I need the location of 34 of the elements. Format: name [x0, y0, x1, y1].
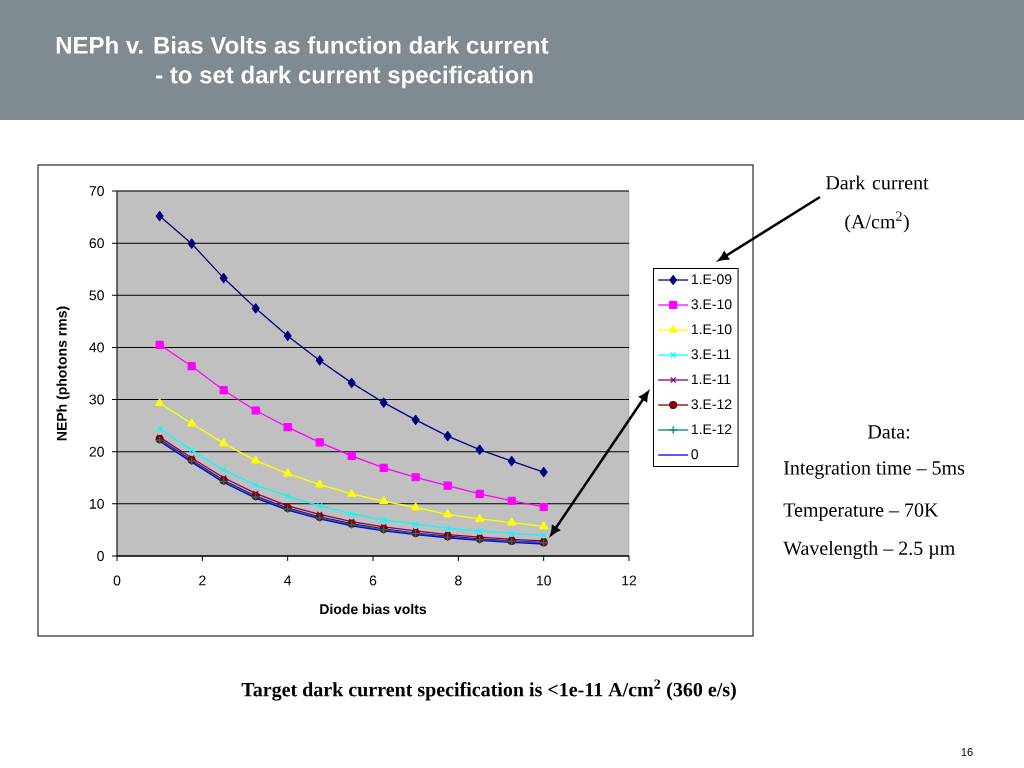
x-tick-label: 8 [455, 575, 462, 586]
legend-label: 1.E-10 [691, 324, 732, 335]
legend-label: 1.E-11 [691, 374, 731, 385]
x-tick-label: 10 [536, 575, 551, 586]
x-tick-label: 2 [199, 575, 206, 586]
legend-label: 3.E-12 [691, 399, 732, 410]
text: 16 [961, 748, 973, 756]
y-tick-label: 0 [97, 551, 104, 561]
x-tick-label: 6 [369, 575, 377, 586]
text: Target dark current specification is <1e-11 A/cm$^{2}$ (360 e/s) [241, 679, 736, 701]
chart-title: NEPh v. Bias Volts as function dark current [56, 36, 549, 54]
y-tick-label: 60 [89, 238, 104, 249]
x-tick-label: 12 [622, 575, 637, 586]
text: Temperature – 70K [783, 503, 939, 521]
y-tick-label: 10 [89, 498, 104, 509]
x-axis-title: Diode bias volts [320, 603, 427, 615]
legend-label: 3.E-11 [691, 349, 731, 360]
y-tick-label: 40 [89, 342, 104, 353]
x-tick-label: 4 [284, 575, 292, 586]
text: Data: [867, 425, 910, 439]
legend-label: 3.E-10 [691, 299, 732, 310]
text: Integration time – 5ms [783, 461, 965, 479]
y-tick-label: 50 [89, 290, 104, 301]
text: Dark current (A/cm$^{2}$) [825, 175, 929, 233]
y-tick-label: 30 [89, 394, 104, 405]
legend-label: 1.E-12 [691, 424, 732, 435]
y-tick-label: 70 [89, 186, 104, 196]
text: Wavelength – 2.5 µm [783, 540, 955, 560]
legend-label: 1.E-09 [691, 274, 732, 285]
y-tick-label: 20 [89, 446, 104, 457]
chart-subtitle: - to set dark current specification [156, 65, 533, 89]
legend-label: 0 [691, 449, 699, 460]
x-tick-label: 0 [113, 575, 121, 586]
y-axis-title: NEPh (photons rms) [56, 306, 70, 441]
